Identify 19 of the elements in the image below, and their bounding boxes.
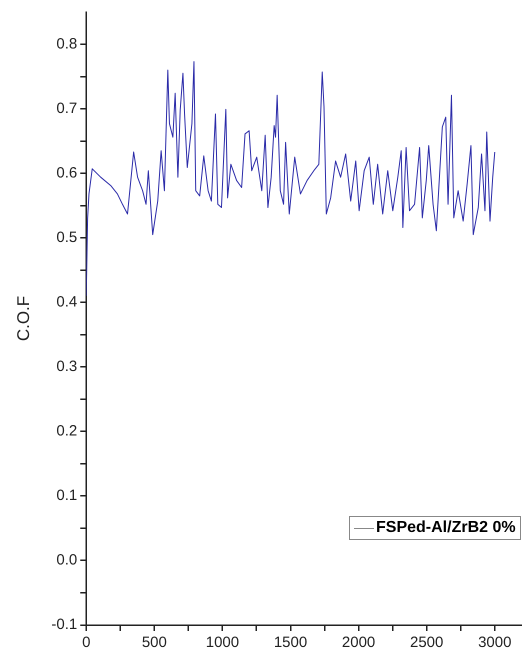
x-tick-label: 3000 <box>478 634 512 652</box>
y-tick-label: 0.3 <box>56 358 78 376</box>
y-tick-label: -0.1 <box>51 616 78 634</box>
y-tick-label: 0.5 <box>56 228 78 246</box>
x-tick-label: 0 <box>82 634 90 652</box>
y-tick-label: 0.8 <box>56 35 78 52</box>
y-tick-label: 0.1 <box>56 487 78 504</box>
y-tick-label: 0.2 <box>56 422 78 440</box>
y-tick-label: 0.6 <box>56 164 78 182</box>
x-tick-label: 1500 <box>274 634 308 652</box>
x-tick-label: 2000 <box>342 634 376 652</box>
y-tick-label: 0.0 <box>56 552 78 569</box>
text: FSPed-Al/ZrB2 0% <box>376 519 516 537</box>
y-tick-label: 0.7 <box>56 100 78 117</box>
x-tick-label: 2500 <box>410 634 444 652</box>
x-tick-label: 1000 <box>206 634 240 652</box>
x-tick-label: 500 <box>142 634 167 652</box>
y-tick-label: 0.4 <box>56 294 78 311</box>
y-axis-title: C.O.F <box>14 296 33 342</box>
